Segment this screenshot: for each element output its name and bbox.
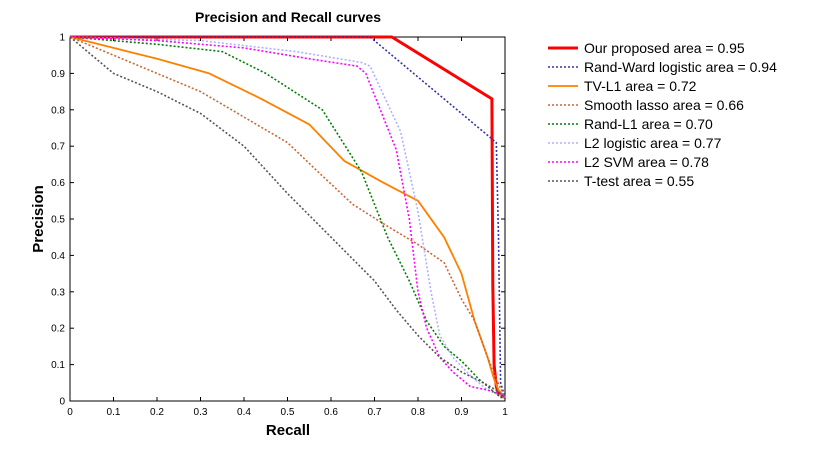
axis-ticks: 0 0.1 0.2 0.3 0.4 0.5 0.6 0.7 0.8 0.9 1 0 0.1 0.2 0.3 0… — [51, 33, 508, 419]
y-tick-label: 0.8 — [51, 105, 65, 116]
series-lines — [69, 35, 506, 399]
series-line-5 — [69, 36, 505, 399]
y-tick-label: 0.6 — [51, 178, 65, 189]
x-tick-label: 0.3 — [194, 407, 208, 418]
x-tick-label: 0.9 — [455, 407, 469, 418]
legend-label-6: L2 logistic area = 0.77 — [584, 135, 722, 151]
x-axis-label: Recall — [266, 422, 310, 439]
x-tick-label: 0.8 — [411, 407, 425, 418]
x-tick-label: 0.6 — [324, 407, 338, 418]
x-tick-label: 0.7 — [368, 407, 382, 418]
y-tick-label: 0.9 — [51, 69, 65, 80]
legend-label-2: Rand-Ward logistic area = 0.94 — [584, 59, 777, 75]
legend-label-3: TV-L1 area = 0.72 — [584, 78, 697, 94]
y-tick-label: 0.3 — [51, 287, 65, 298]
legend-label-5: Rand-L1 area = 0.70 — [584, 116, 713, 132]
series-line-6 — [69, 36, 506, 399]
chart-title: Precision and Recall curves — [195, 9, 381, 25]
x-tick-label: 0.2 — [150, 407, 164, 418]
series-line-1 — [70, 35, 506, 399]
legend: Our proposed area = 0.95 Rand-Ward logist… — [548, 40, 777, 189]
legend-label-4: Smooth lasso area = 0.66 — [584, 97, 744, 113]
y-tick-label: 0.1 — [51, 360, 65, 371]
plot-area — [69, 36, 506, 402]
y-tick-label: 0 — [59, 397, 65, 408]
x-tick-label: 1 — [502, 407, 508, 418]
x-tick-label: 0.1 — [107, 407, 121, 418]
y-axis-label: Precision — [30, 185, 47, 253]
series-line-4 — [69, 36, 506, 398]
y-tick-label: 0.7 — [51, 142, 65, 153]
legend-label-7: L2 SVM area = 0.78 — [584, 154, 709, 170]
y-tick-label: 0.5 — [51, 215, 65, 226]
x-tick-label: 0.4 — [237, 407, 251, 418]
series-line-8 — [69, 36, 506, 399]
series-line-3 — [69, 36, 506, 398]
y-tick-label: 0.4 — [51, 251, 65, 262]
legend-label-1: Our proposed area = 0.95 — [584, 40, 745, 56]
y-tick-label: 1 — [59, 33, 65, 44]
y-tick-label: 0.2 — [51, 324, 65, 335]
series-line-7 — [69, 36, 506, 399]
legend-label-8: T-test area = 0.55 — [584, 173, 694, 189]
x-tick-label: 0.5 — [281, 407, 295, 418]
x-tick-label: 0 — [67, 407, 73, 418]
